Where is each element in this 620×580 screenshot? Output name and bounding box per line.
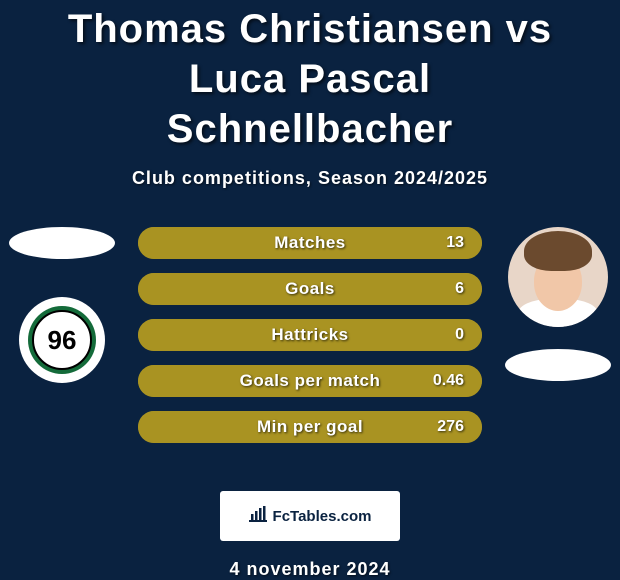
date-label: 4 november 2024 xyxy=(0,559,620,580)
stats-bars: Matches 13 Goals 6 Hattricks 0 Goals per… xyxy=(138,227,482,443)
brand-badge[interactable]: FcTables.com xyxy=(220,491,400,541)
comparison-content: 96 Matches 13 Goals 6 Hattricks 0 Goals … xyxy=(0,227,620,467)
club-logo-left: 96 xyxy=(19,297,105,383)
club-right-placeholder xyxy=(505,349,611,381)
page-title: Thomas Christiansen vs Luca Pascal Schne… xyxy=(0,0,620,154)
bar-label: Goals per match xyxy=(138,365,482,397)
chart-icon xyxy=(249,506,267,526)
player-left-column: 96 xyxy=(2,227,122,383)
stat-row: Matches 13 xyxy=(138,227,482,259)
stat-row: Goals 6 xyxy=(138,273,482,305)
title-line-1: Thomas Christiansen vs Luca Pascal xyxy=(68,7,552,101)
player-right-column xyxy=(498,227,618,381)
title-line-2: Schnellbacher xyxy=(167,107,453,151)
subtitle: Club competitions, Season 2024/2025 xyxy=(0,168,620,189)
bar-value: 6 xyxy=(455,273,464,305)
bar-value: 0 xyxy=(455,319,464,351)
bar-value: 276 xyxy=(437,411,464,443)
stat-row: Hattricks 0 xyxy=(138,319,482,351)
player-right-avatar xyxy=(508,227,608,327)
brand-text: FcTables.com xyxy=(273,508,372,525)
stat-row: Goals per match 0.46 xyxy=(138,365,482,397)
player-left-placeholder xyxy=(9,227,115,259)
bar-label: Min per goal xyxy=(138,411,482,443)
club-logo-text: 96 xyxy=(48,325,77,356)
stat-row: Min per goal 276 xyxy=(138,411,482,443)
bar-label: Hattricks xyxy=(138,319,482,351)
bar-label: Goals xyxy=(138,273,482,305)
bar-value: 13 xyxy=(446,227,464,259)
bar-value: 0.46 xyxy=(433,365,464,397)
bar-label: Matches xyxy=(138,227,482,259)
